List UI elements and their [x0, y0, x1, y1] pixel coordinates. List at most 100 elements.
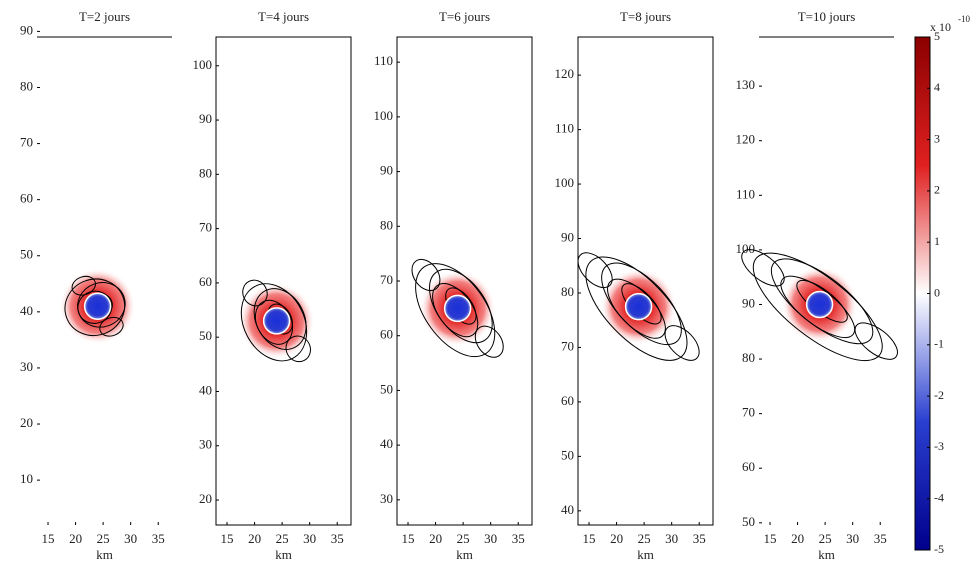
colorbar-exponent: -10	[958, 14, 970, 24]
x-axis-label: km	[456, 547, 473, 562]
y-tick-label: 100	[374, 108, 394, 123]
y-tick-label: 110	[374, 53, 393, 68]
y-tick-label: 110	[736, 186, 755, 201]
frame	[215, 36, 352, 526]
y-tick-label: 40	[20, 303, 33, 318]
x-tick-label: 20	[69, 531, 82, 546]
y-tick-label: 100	[555, 175, 575, 190]
x-tick-label: 35	[874, 531, 887, 546]
x-tick-label: 20	[248, 531, 261, 546]
contour-line	[577, 252, 613, 289]
x-tick-label: 20	[610, 531, 623, 546]
panel-title: T=6 jours	[439, 9, 490, 24]
x-tick-label: 15	[764, 531, 777, 546]
negative-core	[805, 290, 834, 319]
y-tick-label: 40	[380, 436, 393, 451]
contour-line	[411, 258, 441, 292]
y-tick-label: 40	[199, 382, 212, 397]
y-tick-label: 50	[20, 247, 33, 262]
y-tick-label: 60	[380, 327, 393, 342]
x-tick-label: 15	[583, 531, 596, 546]
x-tick-label: 30	[124, 531, 137, 546]
y-tick-label: 70	[742, 405, 755, 420]
x-tick-label: 35	[152, 531, 165, 546]
panel-title: T=4 jours	[258, 9, 309, 24]
colorbar-tick-label: -1	[934, 337, 944, 351]
x-tick-label: 35	[331, 531, 344, 546]
y-tick-label: 60	[742, 459, 755, 474]
y-tick-label: 30	[199, 437, 212, 452]
y-tick-label: 90	[742, 295, 755, 310]
negative-core	[83, 292, 112, 320]
x-tick-label: 15	[42, 531, 55, 546]
contour-line	[664, 325, 700, 361]
y-tick-label: 90	[20, 22, 33, 37]
y-tick-label: 100	[736, 241, 756, 256]
contours	[741, 249, 898, 362]
y-tick-label: 90	[380, 163, 393, 178]
y-tick-label: 80	[561, 284, 574, 299]
contour-line	[607, 278, 666, 339]
x-tick-label: 25	[819, 531, 832, 546]
colorbar-tick-label: -4	[934, 490, 944, 504]
contour-line	[474, 325, 504, 358]
y-tick-label: 50	[199, 328, 212, 343]
contour-line	[854, 322, 898, 360]
colorbar-tick-label: 2	[934, 183, 940, 197]
y-tick-label: 60	[20, 191, 33, 206]
colorbar-tick-label: -5	[934, 542, 944, 556]
panel-title: T=10 jours	[798, 9, 856, 24]
contour-line	[99, 316, 124, 337]
colorbar-tick-label: 4	[934, 80, 940, 94]
contour-line	[64, 278, 126, 337]
contour-line	[242, 279, 268, 307]
x-tick-label: 35	[512, 531, 525, 546]
contours	[577, 252, 700, 361]
x-axis-label: km	[637, 547, 654, 562]
negative-core	[443, 294, 472, 323]
contour-line	[254, 299, 294, 345]
x-tick-label: 15	[221, 531, 234, 546]
y-tick-label: 50	[380, 381, 393, 396]
frame	[577, 36, 714, 526]
y-tick-label: 40	[561, 502, 574, 517]
contour-line	[285, 335, 311, 363]
x-tick-label: 25	[97, 531, 110, 546]
y-tick-label: 80	[742, 350, 755, 365]
x-tick-label: 20	[791, 531, 804, 546]
contours	[411, 258, 504, 358]
x-axis-label: km	[96, 547, 113, 562]
y-tick-label: 110	[555, 121, 574, 136]
y-tick-label: 20	[20, 415, 33, 430]
x-axis-label: km	[818, 547, 835, 562]
y-tick-label: 120	[736, 132, 756, 147]
colorbar-tick-label: 5	[934, 29, 940, 43]
colorbar-tick-label: 0	[934, 285, 940, 299]
negative-core	[624, 292, 653, 321]
contours	[240, 279, 311, 363]
x-axis-label: km	[275, 547, 292, 562]
x-tick-label: 30	[303, 531, 316, 546]
contour-line	[432, 283, 479, 338]
contour-line	[780, 275, 856, 338]
x-tick-label: 25	[638, 531, 651, 546]
y-tick-label: 80	[199, 165, 212, 180]
y-tick-label: 30	[380, 491, 393, 506]
panel-title: T=8 jours	[620, 9, 671, 24]
y-tick-label: 130	[736, 77, 756, 92]
colorbar-tick-label: 1	[934, 234, 940, 248]
colorbar-label: x 10	[930, 20, 951, 34]
contour-line	[585, 256, 688, 361]
y-tick-label: 70	[199, 220, 212, 235]
x-tick-label: 35	[693, 531, 706, 546]
x-tick-label: 20	[429, 531, 442, 546]
y-tick-label: 60	[199, 274, 212, 289]
y-tick-label: 80	[20, 78, 33, 93]
y-tick-label: 10	[20, 471, 33, 486]
contour-line	[71, 275, 96, 296]
x-tick-label: 15	[402, 531, 415, 546]
panel-title: T=2 jours	[79, 9, 130, 24]
x-tick-label: 25	[276, 531, 289, 546]
contour-line	[415, 263, 496, 358]
